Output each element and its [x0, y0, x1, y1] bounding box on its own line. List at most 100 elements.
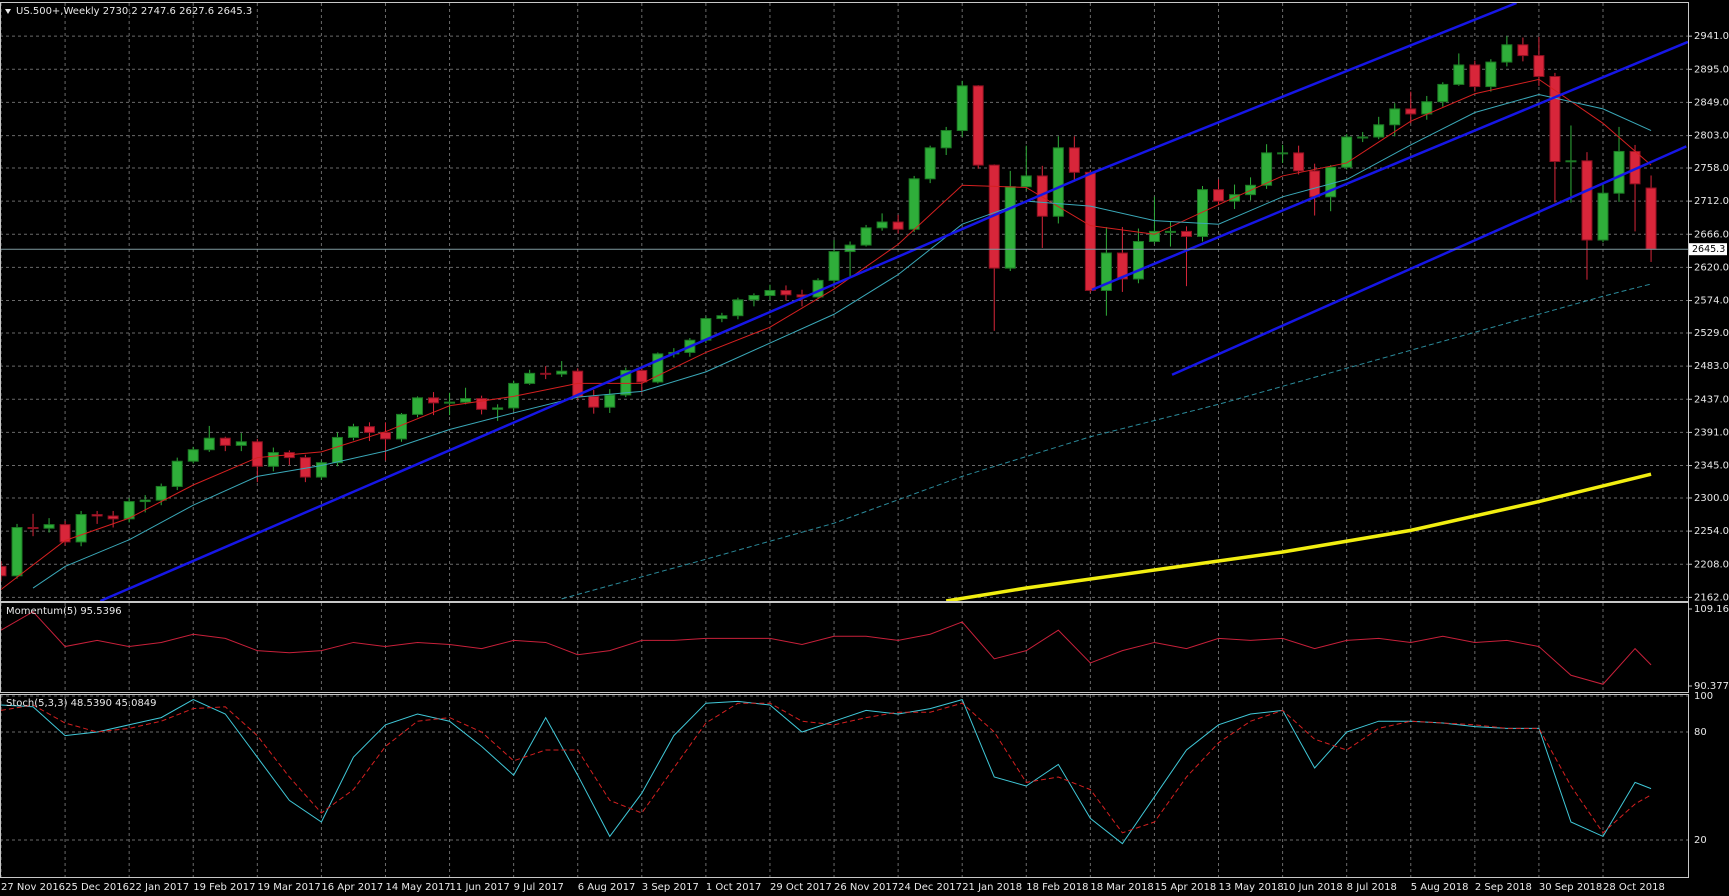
- candle-body: [396, 413, 407, 440]
- candle-body: [460, 398, 472, 403]
- candle-body: [219, 437, 231, 446]
- candle-body: [620, 369, 632, 396]
- candle-body: [1581, 160, 1593, 241]
- candle-body: [155, 485, 167, 501]
- x-tick-label: 19 Mar 2017: [257, 882, 320, 893]
- candle-body: [1309, 170, 1321, 198]
- x-tick-label: 26 Nov 2017: [834, 882, 898, 893]
- candle-body: [363, 426, 375, 433]
- candle-body: [1373, 124, 1385, 138]
- x-tick-label: 30 Sep 2018: [1539, 882, 1602, 893]
- candle-body: [732, 299, 744, 317]
- y-tick-label: 2300.0: [1694, 493, 1729, 504]
- candle-body: [748, 295, 760, 301]
- candle-body: [1084, 171, 1096, 291]
- indicator-line: [0, 78, 1652, 590]
- candle-body: [235, 441, 247, 446]
- candle-body: [1453, 64, 1465, 85]
- x-tick-label: 24 Dec 2017: [898, 882, 962, 893]
- x-tick-label: 25 Dec 2016: [65, 882, 129, 893]
- indicator-line: [561, 283, 1652, 600]
- candle-body: [43, 524, 55, 529]
- candle-body: [1020, 175, 1032, 188]
- candle-body: [123, 501, 135, 520]
- candle-body: [171, 460, 183, 487]
- x-tick-label: 27 Nov 2016: [1, 882, 65, 893]
- candle-body: [1261, 152, 1273, 186]
- candle-body: [1421, 101, 1433, 115]
- candle-body: [1405, 108, 1417, 115]
- candle-body: [860, 227, 872, 246]
- candle-body: [828, 251, 840, 281]
- y-tick-label: 80: [1694, 727, 1707, 738]
- candle-body: [1389, 108, 1401, 126]
- indicator-line: [32, 93, 1652, 589]
- candle-body: [187, 449, 199, 462]
- candle-body: [1597, 192, 1609, 241]
- candle-body: [347, 426, 359, 438]
- candle-body: [492, 407, 504, 410]
- y-tick-label: 2620.0: [1694, 262, 1729, 273]
- candle-body: [1501, 44, 1513, 63]
- candle-body: [412, 397, 424, 415]
- candle-body: [476, 398, 488, 410]
- y-tick-label: 2574.0: [1694, 296, 1729, 307]
- candle-body: [540, 372, 552, 375]
- candle-body: [267, 452, 279, 467]
- y-tick-label: 2666.0: [1694, 229, 1729, 240]
- y-tick-label: 2345.0: [1694, 461, 1729, 472]
- momentum-title: Momentum(5) 95.5396: [6, 606, 122, 617]
- candle-body: [1197, 189, 1208, 237]
- x-tick-label: 19 Feb 2017: [193, 882, 255, 893]
- price-label-box: [1689, 243, 1727, 256]
- candle-body: [1485, 61, 1497, 88]
- y-tick-label: 2391.0: [1694, 427, 1729, 438]
- x-tick-label: 10 Jun 2018: [1283, 882, 1343, 893]
- stoch-title: Stoch(5,3,3) 48.5390 45.0849: [6, 698, 157, 709]
- y-tick-label: 90.3775: [1694, 681, 1729, 692]
- candle-body: [1613, 150, 1625, 194]
- candle-body: [1517, 44, 1529, 57]
- momentum-panel-frame: [0, 602, 1689, 693]
- x-tick-label: 3 Sep 2017: [642, 882, 699, 893]
- menu-arrow[interactable]: [5, 9, 11, 14]
- x-tick-label: 2 Sep 2018: [1475, 882, 1532, 893]
- candle-body: [844, 244, 856, 253]
- candle-body: [1132, 240, 1144, 280]
- y-tick-label: 2758.0: [1694, 163, 1729, 174]
- x-tick-label: 8 Jul 2018: [1347, 882, 1397, 893]
- candle-body: [956, 85, 968, 132]
- x-tick-label: 9 Jul 2017: [514, 882, 564, 893]
- candle-body: [588, 395, 600, 408]
- panel-plot: [0, 3, 1688, 601]
- candle-body: [139, 499, 151, 503]
- candle-body: [1213, 189, 1225, 202]
- stoch-panel-frame: [0, 694, 1689, 878]
- candle-body: [972, 85, 984, 166]
- x-tick-label: 11 Jun 2017: [450, 882, 510, 893]
- x-tick-label: 5 Aug 2018: [1411, 882, 1469, 893]
- candle-body: [892, 221, 904, 230]
- y-tick-label: 2162.0: [1694, 592, 1729, 603]
- candle-body: [379, 431, 391, 440]
- candle-body: [524, 372, 536, 384]
- candle-body: [876, 221, 888, 229]
- candle-body: [1277, 152, 1289, 155]
- y-tick-label: 2529.0: [1694, 328, 1729, 339]
- candle-body: [1437, 83, 1449, 103]
- y-tick-label: 2437.0: [1694, 394, 1729, 405]
- plot-layer: 27 Nov 2016 25 Dec 2016 22 Jan 2017 19 Feb …: [0, 3, 1729, 893]
- x-tick-label: 28 Oct 2018: [1603, 882, 1665, 893]
- candle-body: [1469, 64, 1481, 88]
- candle-body: [1068, 147, 1080, 173]
- x-tick-label: 14 May 2017: [385, 882, 450, 893]
- x-tick-label: 29 Oct 2017: [770, 882, 832, 893]
- x-tick-label: 1 Oct 2017: [706, 882, 761, 893]
- candle-body: [59, 524, 71, 543]
- candle-body: [1357, 136, 1369, 139]
- candle-body: [652, 353, 664, 383]
- candle-body: [1565, 160, 1577, 163]
